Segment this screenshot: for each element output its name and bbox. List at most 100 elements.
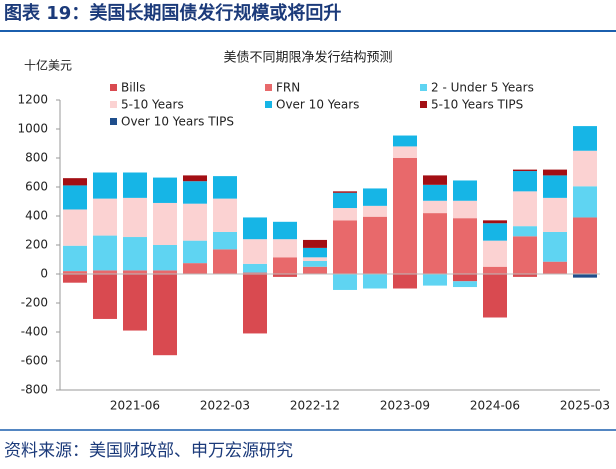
- bar-segment: [123, 270, 147, 274]
- bar-segment: [513, 274, 537, 277]
- y-tick-label: -800: [21, 383, 48, 397]
- bar-segment: [153, 177, 177, 203]
- x-tick-label: 2021-06: [110, 399, 160, 413]
- bar-segment: [243, 239, 267, 264]
- bar-segment: [123, 197, 147, 238]
- bar-segment: [303, 257, 327, 261]
- bar-segment: [423, 184, 447, 201]
- legend-swatch: [420, 84, 427, 91]
- y-tick-label: 400: [25, 209, 48, 223]
- bar-segment: [183, 203, 207, 241]
- bar-segment: [93, 274, 117, 319]
- bar-segment: [333, 191, 357, 193]
- y-tick-label: 1200: [17, 93, 48, 107]
- y-tick-label: -600: [21, 354, 48, 368]
- bar-segment: [513, 226, 537, 237]
- y-tick-label: 200: [25, 238, 48, 252]
- bar-segment: [243, 263, 267, 273]
- bar-segment: [513, 191, 537, 227]
- y-tick-label: -400: [21, 325, 48, 339]
- bar-segment: [93, 172, 117, 199]
- chart-title: 美债不同期限净发行结构预测: [223, 50, 392, 66]
- bar-segment: [333, 220, 357, 274]
- bar-segment: [453, 274, 477, 282]
- bar-segment: [543, 261, 567, 274]
- bar-segment: [453, 218, 477, 274]
- x-tick-label: 2022-12: [290, 399, 340, 413]
- bar-segment: [543, 175, 567, 198]
- bar-segment: [333, 274, 357, 290]
- y-tick-label: 0: [40, 267, 48, 281]
- y-tick-label: 600: [25, 180, 48, 194]
- bar-segment: [573, 186, 597, 218]
- bar-segment: [183, 181, 207, 204]
- bar-segment: [513, 171, 537, 192]
- header-title: 图表 19：美国长期国债发行规模或将回升: [4, 2, 341, 24]
- bar-segment: [273, 239, 297, 258]
- bar-segment: [183, 240, 207, 264]
- bar-segment: [333, 208, 357, 221]
- bar-segment: [423, 200, 447, 214]
- bar-segment: [243, 217, 267, 240]
- bar-segment: [153, 245, 177, 271]
- y-axis-label: 十亿美元: [24, 58, 72, 73]
- y-tick-label: -200: [21, 296, 48, 310]
- bar-segment: [183, 175, 207, 182]
- bar-segment: [123, 172, 147, 198]
- bar-segment: [123, 274, 147, 331]
- bar-segment: [63, 245, 87, 272]
- bar-segment: [483, 266, 507, 274]
- bar-segment: [213, 249, 237, 274]
- legend-label: 5-10 Years: [121, 98, 184, 112]
- bar-segment: [303, 266, 327, 274]
- bar-segment: [303, 247, 327, 258]
- y-tick-label: 800: [25, 151, 48, 165]
- bar-segment: [153, 274, 177, 356]
- bar-segment: [363, 188, 387, 206]
- x-tick-label: 2025-03: [560, 399, 610, 413]
- legend-label: Over 10 Years TIPS: [121, 115, 234, 129]
- legend-label: 5-10 Years TIPS: [431, 98, 523, 112]
- bar-segment: [153, 202, 177, 245]
- bar-segment: [303, 260, 327, 267]
- bar-segment: [273, 221, 297, 240]
- header-rule: [0, 30, 616, 32]
- bar-segment: [483, 274, 507, 318]
- bar-segment: [63, 178, 87, 186]
- x-tick-label: 2022-03: [200, 399, 250, 413]
- legend-swatch: [110, 84, 117, 91]
- bar-segment: [423, 274, 447, 286]
- bar-segment: [183, 263, 207, 274]
- y-tick-label: 1000: [17, 122, 48, 136]
- bar-segment: [243, 274, 267, 334]
- bar-segment: [93, 235, 117, 271]
- bar-segment: [483, 220, 507, 224]
- legend-swatch: [110, 118, 117, 125]
- bar-segment: [63, 185, 87, 210]
- legend-swatch: [420, 101, 427, 108]
- bar-segment: [453, 281, 477, 288]
- legend-label: FRN: [276, 81, 300, 95]
- legend-label: Bills: [121, 81, 146, 95]
- bar-segment: [573, 274, 597, 278]
- bar-segment: [213, 231, 237, 250]
- bar-segment: [393, 274, 417, 289]
- legend-swatch: [265, 101, 272, 108]
- bar-segment: [333, 192, 357, 209]
- bar-segment: [363, 274, 387, 289]
- bar-segment: [93, 270, 117, 274]
- bar-segment: [513, 169, 537, 172]
- bar-segment: [393, 135, 417, 147]
- footer-source: 资料来源：美国财政部、申万宏源研究: [4, 441, 293, 461]
- bar-segment: [423, 213, 447, 274]
- bar-segment: [573, 126, 597, 151]
- bar-segment: [393, 158, 417, 274]
- bar-segment: [213, 176, 237, 199]
- legend-swatch: [265, 84, 272, 91]
- bar-segment: [483, 240, 507, 267]
- bar-segment: [303, 239, 327, 248]
- bar-segment: [273, 257, 297, 274]
- bar-segment: [363, 216, 387, 274]
- x-tick-label: 2023-09: [380, 399, 430, 413]
